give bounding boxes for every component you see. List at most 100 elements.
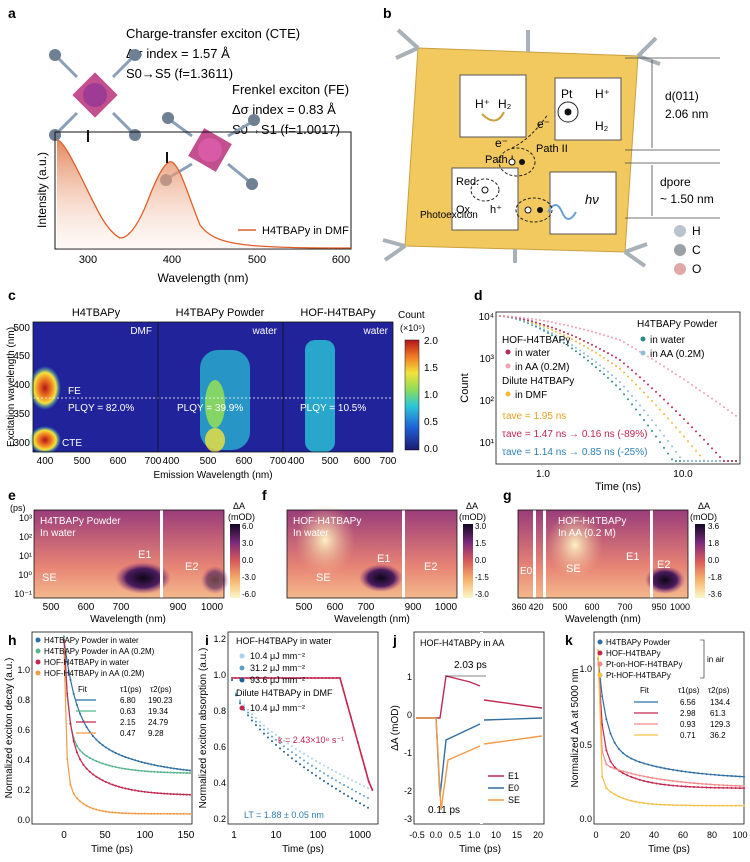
g-xtick: 500	[552, 602, 567, 612]
d-series-point	[535, 324, 537, 327]
d-marker	[505, 363, 511, 369]
i-water-point	[259, 724, 261, 727]
panel-a: Charge-transfer exciton (CTE) Δσ index =…	[35, 26, 352, 285]
cte-index: Δσ index = 1.57 Å	[126, 46, 230, 61]
c-title-0: H4TBAPy	[72, 307, 121, 319]
h-marker	[35, 637, 41, 643]
i-dmf-point	[234, 677, 237, 679]
d-series-point	[555, 336, 557, 339]
i-marker	[239, 653, 245, 659]
d-series-point	[547, 320, 549, 323]
k-fit-t1: 6.56	[680, 698, 696, 707]
d-series-point	[527, 317, 529, 320]
d-series-point	[715, 460, 717, 462]
d-series-point	[603, 373, 605, 376]
d-series-point	[687, 422, 689, 425]
h-ytick: 0.8	[17, 695, 30, 705]
d-series-point	[559, 336, 561, 339]
i-dmf-point	[313, 677, 316, 679]
d-series-point	[667, 440, 669, 443]
c-xtick: 400	[288, 456, 305, 467]
j-plot-frame	[413, 631, 545, 825]
d-series-point	[591, 330, 593, 333]
i-ytick: 0.6	[213, 742, 226, 752]
d-series-point	[571, 344, 573, 347]
d-series-point	[615, 384, 617, 387]
k-xtick: 80	[707, 830, 717, 840]
d-series-point	[579, 337, 581, 340]
h-xlabel: Time (ps)	[91, 844, 133, 855]
d-series-point	[591, 349, 593, 352]
k-legend: H4TBAPy Powder HOF-H4TBAPy Pt-on-HOF-H4T…	[597, 638, 725, 680]
d-series-point	[595, 361, 597, 364]
f-cbar-unit: (mOD)	[459, 512, 486, 522]
g-label-e2: E2	[657, 559, 670, 571]
atom-h-label: H	[692, 224, 701, 238]
e-label-e1: E1	[138, 549, 151, 561]
j-ytick: -1	[404, 748, 412, 758]
e-cbar-tick: -6.0	[242, 590, 256, 599]
d-series-point	[583, 352, 585, 355]
i-water-point	[267, 732, 269, 735]
f-sub: In water	[293, 528, 329, 539]
dpore-value: ~ 1.50 nm	[660, 192, 714, 206]
d-series-point	[523, 316, 525, 319]
d-series-point	[659, 408, 661, 411]
fe-index: Δσ index = 0.83 Å	[232, 102, 336, 117]
i-water-point	[323, 772, 325, 775]
i-water-point	[331, 785, 333, 788]
d-marker	[505, 391, 511, 397]
g-cbar-tick: -1.8	[708, 573, 722, 582]
d-legend-hof-1: in AA (0.2M)	[515, 362, 569, 373]
d-series-point	[551, 334, 553, 337]
d-series-point	[671, 406, 673, 409]
d-series-point	[711, 460, 713, 462]
d-series-point	[667, 417, 669, 420]
i-water-point	[355, 781, 357, 784]
c-solvent-1: water	[252, 326, 278, 337]
c-cbar-tick: 2.0	[424, 336, 438, 347]
h-fit-t2: 190.23	[148, 696, 173, 705]
d-series-point	[559, 339, 561, 342]
panel-f: HOF-H4TBAPy In water SE E1 E2 500 600 70…	[286, 501, 489, 625]
e-colorbar	[230, 524, 240, 598]
i-water-point	[367, 787, 369, 790]
c-ytick: 350	[13, 409, 30, 420]
i-water-point	[311, 771, 313, 774]
i-water-point	[275, 738, 277, 741]
g-cbar-unit: (mOD)	[690, 512, 717, 522]
i-water-point	[315, 759, 317, 762]
panel-letter-k: k	[565, 632, 573, 648]
d-series-point	[695, 430, 697, 433]
d-series-point	[607, 370, 609, 373]
panel-h: H4TBAPy Powder in water H4TBAPy Powder i…	[4, 631, 195, 855]
i-water-point	[263, 724, 265, 727]
i-water-point	[299, 756, 301, 759]
d-series-point	[651, 400, 653, 403]
d-series-point	[647, 355, 649, 358]
d-series-point	[615, 337, 617, 340]
i-xtick: 10	[270, 830, 282, 841]
b-hplus2: H⁺	[595, 87, 610, 101]
d-series-point	[547, 325, 549, 328]
d-series-point	[619, 380, 621, 383]
i-decay-curves	[231, 677, 374, 809]
j-e0-line	[416, 717, 543, 797]
d-series-point	[691, 444, 693, 447]
g-xtick: 700	[617, 602, 632, 612]
i-water-point	[363, 804, 365, 807]
b-e1: e⁻	[495, 136, 508, 150]
c-xtick: 400	[37, 456, 54, 467]
k-ylabel: Normalized ΔA at 5000 nm	[570, 669, 581, 788]
d-series-point	[571, 338, 573, 341]
e-cbar-unit: (mOD)	[228, 512, 255, 522]
d-series-point	[559, 322, 561, 325]
abs-area	[57, 140, 351, 249]
e-title: H4TBAPy Powder	[40, 516, 121, 527]
d-ytick: 10²	[480, 396, 495, 407]
heatmap-hof	[283, 322, 393, 452]
d-series-point	[679, 460, 681, 462]
i-dmf-point	[353, 728, 356, 731]
i-water-point	[287, 742, 289, 745]
h-xtick: 50	[99, 830, 111, 841]
